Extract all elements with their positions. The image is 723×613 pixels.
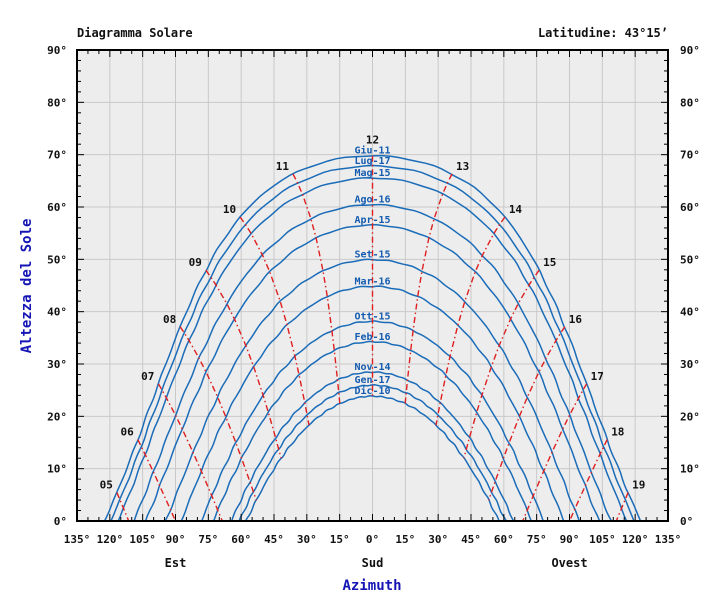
month-label-Ott-15: Ott-15 [354,311,390,322]
y-tick-label-left: 10° [47,463,67,476]
x-tick-label: 135° [64,533,91,546]
hour-label-11: 11 [276,160,290,173]
month-label-Gen-17: Gen-17 [354,375,390,386]
hour-label-05: 05 [100,479,113,492]
hour-label-19: 19 [632,479,645,492]
hour-line-07 [157,383,223,522]
x-tick-label: 105° [129,533,156,546]
month-label-Nov-14: Nov-14 [354,362,390,373]
hour-line-15 [463,269,540,459]
hour-label-09: 09 [189,256,202,269]
month-curve-Dic-10 [245,395,500,522]
hour-label-10: 10 [223,203,236,216]
y-tick-label-right: 20° [680,410,700,423]
hour-line-06 [137,439,177,522]
month-curve-Mag-15 [117,177,628,522]
x-tick-label: 90° [560,533,580,546]
y-tick-label-right: 90° [680,44,700,57]
hour-line-10 [239,216,310,426]
month-label-Lug-17: Lug-17 [354,156,390,167]
y-tick-label-left: 30° [47,358,67,371]
y-tick-label-right: 40° [680,306,700,319]
y-tick-label-left: 50° [47,253,67,266]
y-tick-label-right: 30° [680,358,700,371]
x-tick-label: 105° [589,533,616,546]
month-label-Feb-16: Feb-16 [354,332,390,343]
hour-line-18 [568,439,608,522]
plot-frame [76,49,669,522]
month-label-Giu-11: Giu-11 [354,145,390,157]
hour-label-15: 15 [543,256,556,269]
hour-label-16: 16 [569,313,583,326]
x-tick-label: 60° [231,533,251,546]
x-tick-label: 90° [166,533,186,546]
x-tick-label: 75° [527,533,547,546]
hour-line-05 [116,492,130,522]
x-tick-label: 45° [264,533,284,546]
x-tick-label: 15° [395,533,415,546]
y-tick-label-right: 50° [680,253,700,266]
hour-label-17: 17 [591,370,604,383]
y-tick-label-right: 10° [680,463,700,476]
y-tick-label-right: 70° [680,149,700,162]
x-tick-label: 45° [461,533,481,546]
y-tick-label-left: 80° [47,96,67,109]
x-tick-label: 0° [366,533,379,546]
hour-line-14 [435,216,506,426]
hour-label-07: 07 [141,370,154,383]
month-label-Ago-16: Ago-16 [354,195,390,206]
x-tick-label: 120° [97,533,124,546]
month-curve-Ago-16 [133,203,612,522]
month-label-Set-15: Set-15 [354,250,390,261]
x-tick-label: 30° [428,533,448,546]
y-tick-label-left: 70° [47,149,67,162]
y-tick-label-left: 90° [47,44,67,57]
month-curve-Gen-17 [238,384,507,522]
direction-label-est: Est [165,556,187,570]
hour-label-06: 06 [121,426,135,439]
x-tick-label: 30° [297,533,317,546]
hour-line-17 [522,383,588,522]
hour-label-13: 13 [456,160,469,173]
x-axis-title: Azimuth [342,578,402,594]
hour-label-18: 18 [611,426,624,439]
month-label-Apr-15: Apr-15 [354,215,390,226]
direction-label-sud: Sud [362,556,384,570]
x-tick-label: 135° [655,533,682,546]
x-tick-label: 120° [622,533,649,546]
y-tick-label-right: 60° [680,201,700,214]
hour-line-09 [205,269,282,459]
hour-label-14: 14 [509,203,523,216]
x-tick-label: 75° [198,533,218,546]
hour-line-19 [615,492,629,522]
y-tick-label-right: 80° [680,96,700,109]
y-tick-label-left: 40° [47,306,67,319]
month-label-Mar-16: Mar-16 [354,276,390,287]
y-tick-label-left: 60° [47,201,67,214]
y-tick-label-left: 20° [47,410,67,423]
month-label-Mag-15: Mag-15 [354,168,390,179]
y-axis-title: Altezza del Sole [19,218,35,354]
y-tick-label-left: 0° [54,515,67,528]
hour-line-16 [488,326,566,501]
direction-label-ovest: Ovest [551,556,587,570]
y-tick-label-right: 0° [680,515,693,528]
hour-label-08: 08 [163,313,176,326]
hour-line-08 [179,326,257,501]
page-title: Diagramma Solare [77,26,193,40]
x-tick-label: 60° [494,533,514,546]
latitude-label: Latitudine: 43°15’ [537,26,668,40]
month-label-Dic-10: Dic-10 [354,385,390,397]
hour-label-12: 12 [366,134,379,147]
x-tick-label: 15° [330,533,350,546]
